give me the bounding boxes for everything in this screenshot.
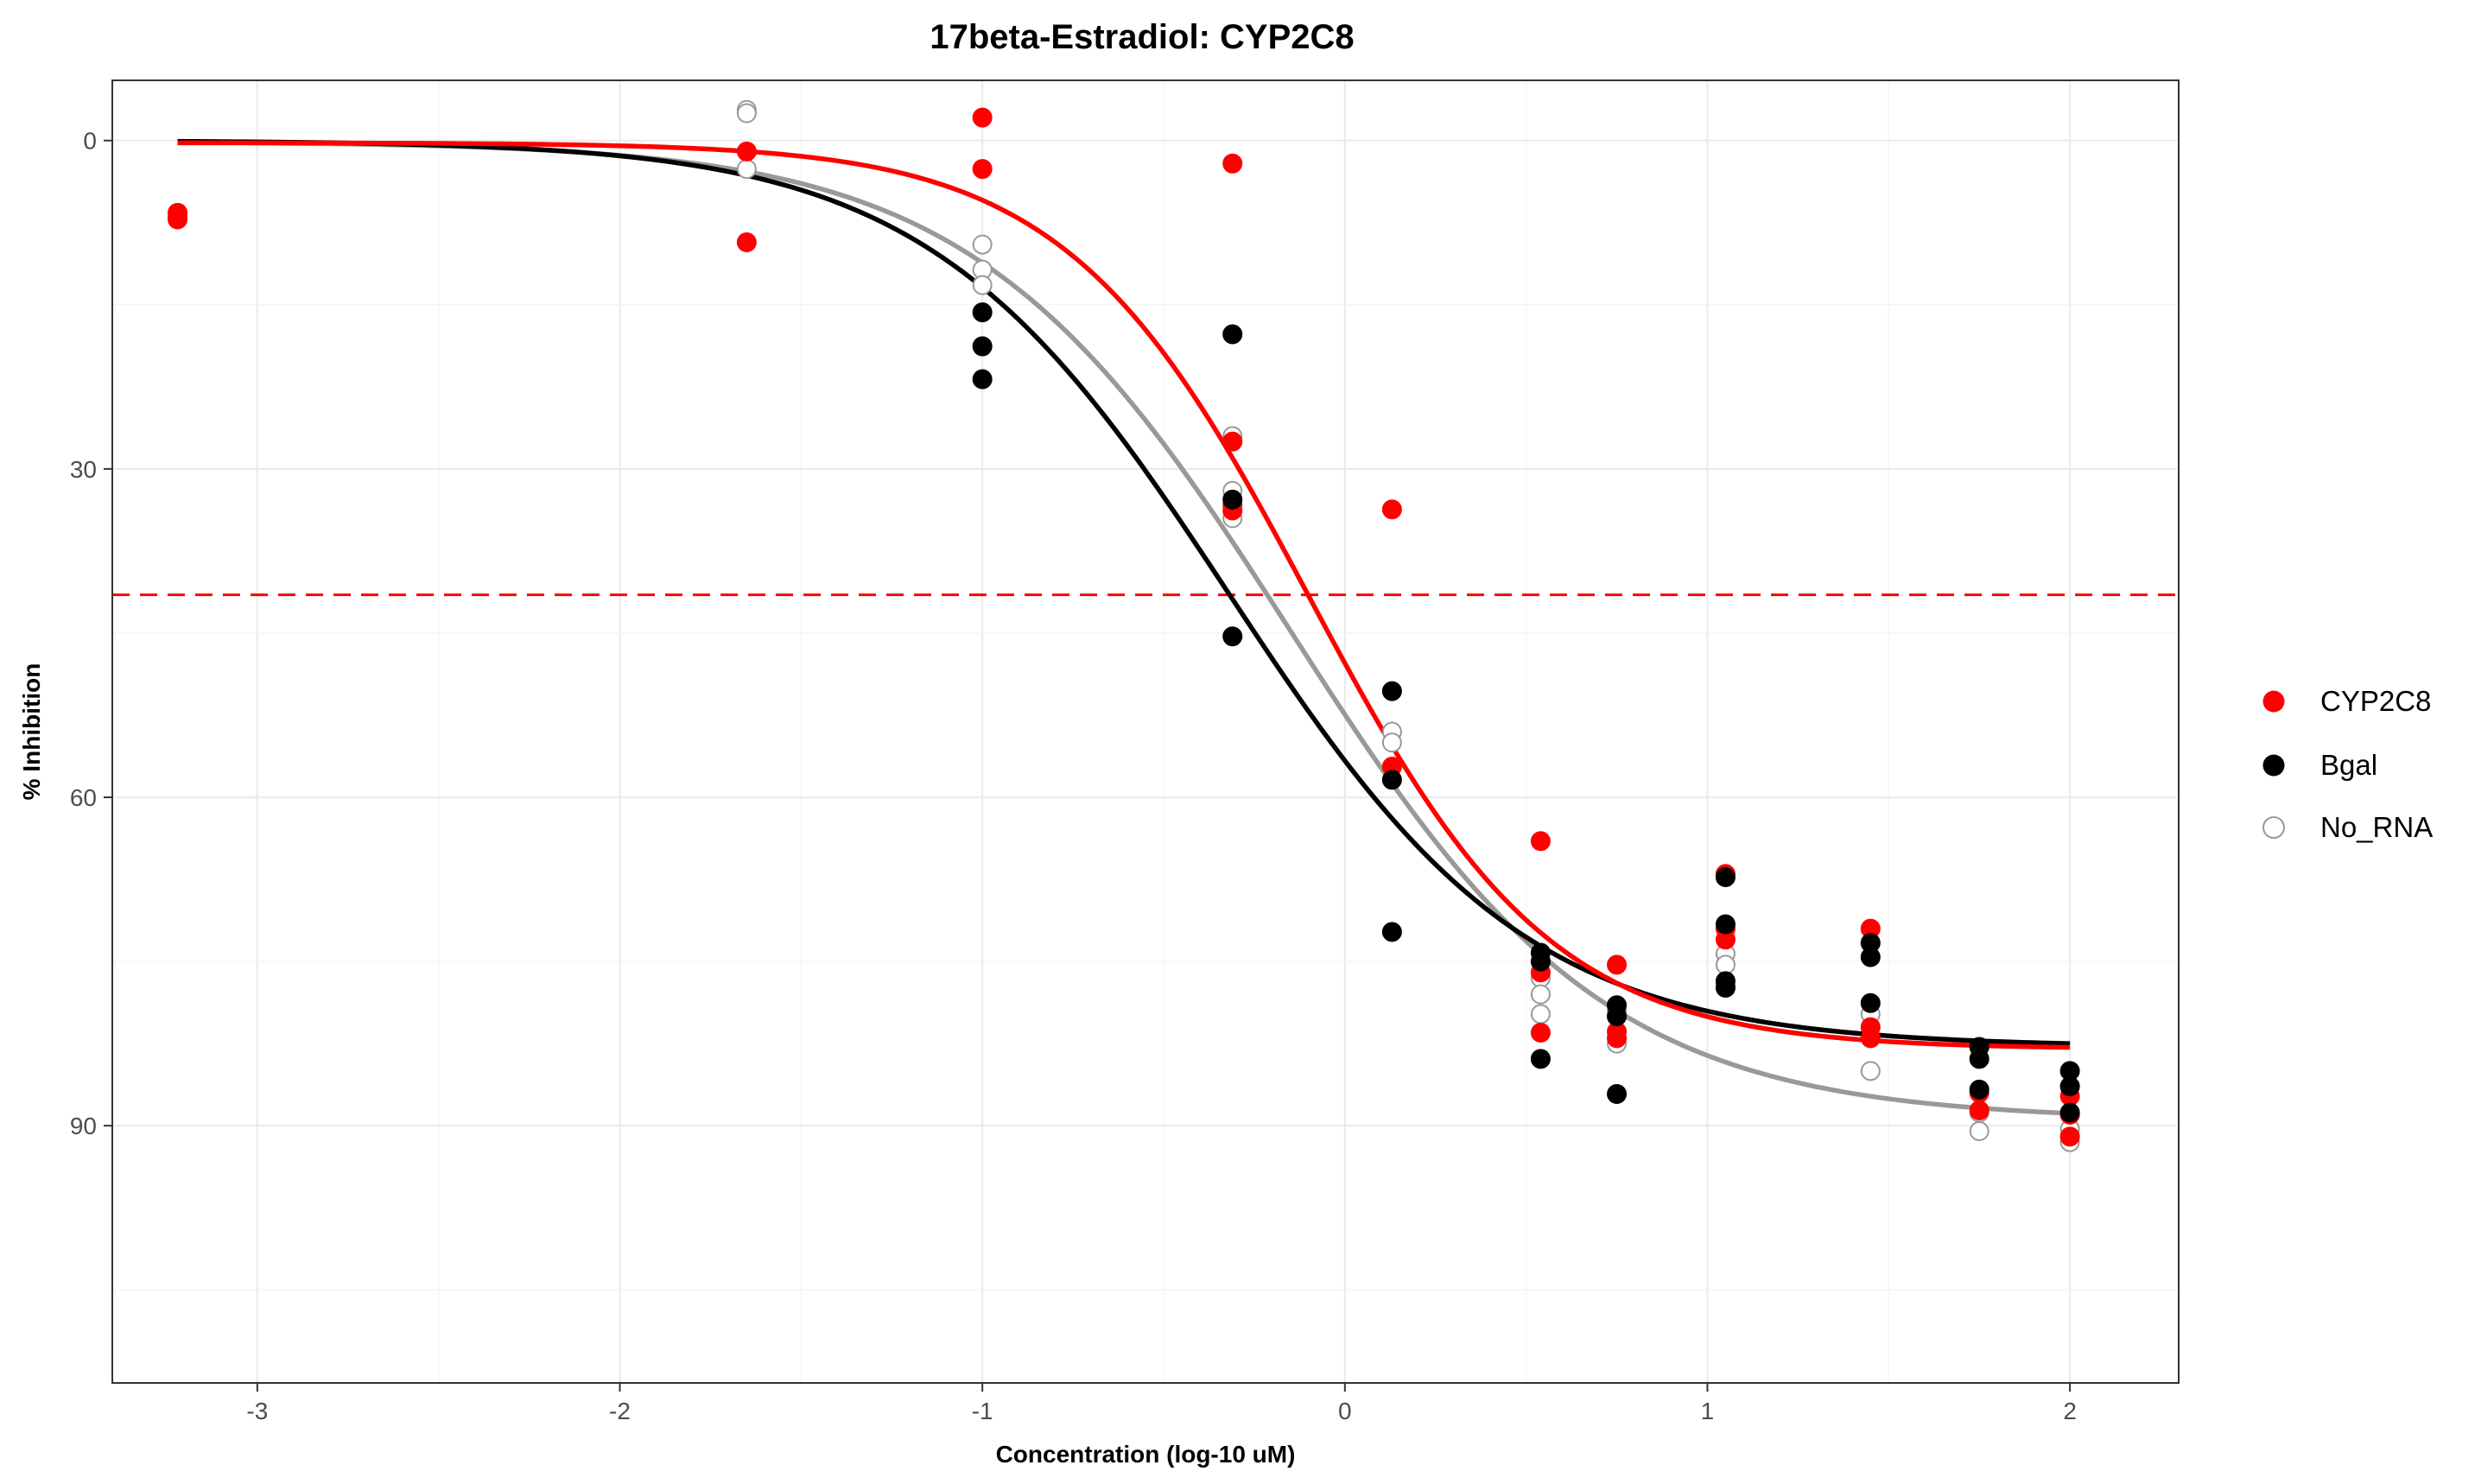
data-point-bgal bbox=[2059, 1076, 2080, 1097]
data-point-no_rna bbox=[1381, 732, 1402, 753]
data-point-bgal bbox=[1530, 1049, 1551, 1069]
legend-label-no_rna: No_RNA bbox=[2320, 811, 2433, 843]
data-point-bgal bbox=[1860, 993, 1881, 1013]
data-point-bgal bbox=[1222, 626, 1243, 647]
data-point-no_rna bbox=[1715, 954, 1736, 975]
data-point-no_rna bbox=[972, 275, 993, 295]
x-tick-label: 1 bbox=[1701, 1398, 1715, 1424]
data-point-cyp2c8 bbox=[2059, 1126, 2080, 1147]
legend-key-no_rna bbox=[2262, 816, 2285, 839]
data-point-cyp2c8 bbox=[1381, 499, 1402, 520]
data-point-cyp2c8 bbox=[168, 209, 188, 230]
data-point-cyp2c8 bbox=[972, 107, 993, 128]
fit-curves bbox=[177, 138, 2071, 1116]
data-point-cyp2c8 bbox=[1530, 1022, 1551, 1043]
y-axis-title: % Inhibition bbox=[18, 663, 45, 801]
data-point-bgal bbox=[1969, 1049, 1990, 1069]
fit-curve-bgal bbox=[177, 138, 2071, 1046]
data-point-bgal bbox=[1381, 922, 1402, 942]
x-tick-label: -1 bbox=[972, 1398, 993, 1424]
data-point-bgal bbox=[1860, 947, 1881, 967]
data-point-bgal bbox=[1715, 914, 1736, 935]
chart-title: 17beta-Estradiol: CYP2C8 bbox=[930, 18, 1354, 56]
y-tick-label: 0 bbox=[83, 128, 97, 155]
data-point-no_rna bbox=[972, 234, 993, 255]
data-point-bgal bbox=[2059, 1102, 2080, 1123]
data-point-cyp2c8 bbox=[1860, 1028, 1881, 1049]
x-tick-label: 0 bbox=[1338, 1398, 1352, 1424]
data-point-no_rna bbox=[1530, 984, 1551, 1005]
data-points bbox=[168, 99, 2080, 1152]
x-axis-title: Concentration (log-10 uM) bbox=[996, 1441, 1296, 1468]
data-point-cyp2c8 bbox=[1607, 1028, 1628, 1049]
data-point-cyp2c8 bbox=[1530, 831, 1551, 852]
data-point-bgal bbox=[1715, 978, 1736, 999]
data-point-bgal bbox=[972, 336, 993, 357]
data-point-bgal bbox=[972, 302, 993, 323]
data-point-no_rna bbox=[1969, 1121, 1990, 1142]
data-point-bgal bbox=[1381, 681, 1402, 701]
data-point-bgal bbox=[1530, 951, 1551, 972]
data-point-no_rna bbox=[736, 159, 757, 180]
y-tick-label: 60 bbox=[70, 784, 97, 811]
axis-ticks: -3 -2 -1 0 1 2 0 30 60 90 bbox=[70, 128, 2077, 1424]
data-point-bgal bbox=[1607, 1005, 1628, 1026]
y-tick-label: 90 bbox=[70, 1113, 97, 1139]
data-point-bgal bbox=[1969, 1079, 1990, 1100]
data-point-cyp2c8 bbox=[736, 232, 757, 253]
data-point-cyp2c8 bbox=[1222, 431, 1243, 452]
data-point-no_rna bbox=[1860, 1061, 1881, 1081]
data-point-cyp2c8 bbox=[1222, 153, 1243, 174]
x-tick-label: 2 bbox=[2063, 1398, 2077, 1424]
data-point-bgal bbox=[1607, 1083, 1628, 1104]
y-tick-label: 30 bbox=[70, 456, 97, 483]
legend-key-bgal bbox=[2262, 754, 2285, 777]
data-point-bgal bbox=[1381, 770, 1402, 790]
data-point-no_rna bbox=[736, 103, 757, 124]
data-point-cyp2c8 bbox=[1969, 1100, 1990, 1120]
data-point-bgal bbox=[1715, 867, 1736, 888]
data-point-bgal bbox=[1222, 489, 1243, 510]
fit-curve-cyp2c8 bbox=[177, 140, 2071, 1050]
data-point-bgal bbox=[1222, 324, 1243, 345]
legend-label-cyp2c8: CYP2C8 bbox=[2320, 685, 2431, 717]
data-point-cyp2c8 bbox=[1607, 954, 1628, 975]
x-tick-label: -3 bbox=[246, 1398, 268, 1424]
data-point-no_rna bbox=[1530, 1004, 1551, 1024]
data-point-bgal bbox=[972, 369, 993, 390]
data-point-cyp2c8 bbox=[736, 141, 757, 162]
legend-label-bgal: Bgal bbox=[2320, 749, 2377, 781]
data-point-cyp2c8 bbox=[972, 159, 993, 180]
x-tick-label: -2 bbox=[609, 1398, 631, 1424]
panel-border bbox=[111, 79, 2180, 1384]
legend: CYP2C8 Bgal No_RNA bbox=[2262, 685, 2433, 843]
legend-key-cyp2c8 bbox=[2262, 690, 2285, 713]
